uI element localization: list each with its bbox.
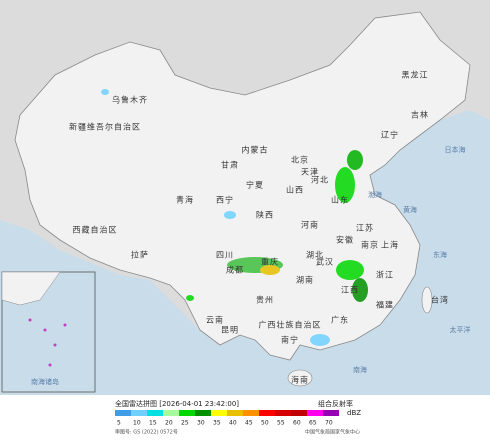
legend-swatch — [131, 410, 147, 416]
sea-label: 太平洋 — [450, 325, 471, 334]
region-label: 河北 — [311, 175, 329, 185]
region-label: 湖北 — [306, 251, 324, 260]
region-label: 新疆维吾尔自治区 — [69, 122, 141, 132]
legend-title: 全国雷达拼图 [2026-04-01 23:42:00] — [115, 399, 239, 408]
region-label: 河南 — [301, 220, 319, 230]
legend-swatch — [275, 410, 291, 416]
region-label: 北京 — [291, 155, 309, 165]
legend-swatch — [163, 410, 179, 416]
region-label: 吉林 — [411, 110, 429, 120]
region-label: 云南 — [206, 315, 224, 325]
legend-value: 40 — [229, 420, 237, 427]
region-label: 青海 — [176, 195, 194, 205]
legend-swatch — [211, 410, 227, 416]
legend-value: 5 — [117, 420, 121, 427]
legend-product: 组合反射率 — [318, 399, 353, 408]
region-label: 内蒙古 — [242, 145, 269, 155]
region-label: 拉萨 — [131, 250, 149, 260]
legend-value: 35 — [213, 420, 221, 427]
legend-swatch — [147, 410, 163, 416]
region-label: 昆明 — [221, 326, 239, 335]
sea-label: 东海 — [433, 250, 447, 259]
legend-swatch — [179, 410, 195, 416]
legend-value: 10 — [133, 420, 141, 427]
approval-number: 审图号: GS (2022) 0572号 — [115, 429, 178, 436]
radar-echoes — [101, 89, 368, 346]
region-label: 南宁 — [281, 335, 299, 345]
legend-value: 25 — [181, 420, 189, 427]
hainan — [287, 369, 313, 387]
region-label: 成都 — [226, 265, 244, 275]
sea-label: 日本海 — [445, 145, 466, 154]
region-label: 广东 — [331, 315, 349, 325]
region-label: 山西 — [286, 185, 304, 195]
sea-label: 黄海 — [403, 205, 417, 214]
source: 中国气象局国家气象中心 — [305, 429, 360, 436]
region-label: 乌鲁木齐 — [112, 95, 148, 105]
legend-swatch — [243, 410, 259, 416]
region-label: 江苏 — [356, 223, 374, 233]
region-label: 西宁 — [216, 195, 234, 205]
region-label: 宁夏 — [246, 180, 264, 190]
region-label: 黑龙江 — [402, 70, 429, 80]
legend-swatch — [259, 410, 275, 416]
sea-label: 南海 — [353, 365, 367, 374]
legend-value: 20 — [165, 420, 173, 427]
region-label: 西藏自治区 — [73, 225, 118, 235]
region-label: 南京 — [361, 240, 379, 250]
region-label: 重庆 — [261, 257, 279, 267]
legend-swatch — [323, 410, 339, 416]
region-label: 浙江 — [376, 270, 394, 280]
legend-swatch — [195, 410, 211, 416]
sea-label: 渤海 — [368, 190, 382, 199]
region-label: 湖南 — [296, 275, 314, 285]
sea-label: 南海诸岛 — [31, 377, 59, 386]
region-label: 贵州 — [256, 295, 274, 305]
legend-value: 55 — [277, 420, 285, 427]
legend-swatch — [291, 410, 307, 416]
legend-value: 65 — [309, 420, 317, 427]
region-label: 上海 — [381, 240, 399, 250]
region-label: 福建 — [376, 300, 394, 310]
region-label: 武汉 — [316, 257, 334, 267]
legend-unit: dBZ — [347, 409, 361, 417]
region-label: 安徽 — [336, 235, 354, 245]
inset — [1, 271, 96, 393]
legend-value: 45 — [245, 420, 253, 427]
legend-value: 70 — [325, 420, 333, 427]
region-label: 山东 — [331, 195, 349, 205]
region-label: 广西壮族自治区 — [259, 320, 322, 330]
region-label: 陕西 — [256, 210, 274, 220]
region-label: 海南 — [291, 375, 309, 385]
legend-swatch — [115, 410, 131, 416]
legend-value: 50 — [261, 420, 269, 427]
legend-background — [0, 395, 490, 439]
region-label: 台湾 — [431, 295, 449, 305]
region-label: 甘肃 — [221, 160, 239, 170]
legend-swatch — [307, 410, 323, 416]
legend-swatch — [227, 410, 243, 416]
taiwan — [421, 286, 433, 314]
legend-value: 60 — [293, 420, 301, 427]
region-label: 天津 — [301, 167, 319, 177]
region-label: 辽宁 — [381, 130, 399, 140]
region-label: 四川 — [216, 251, 234, 260]
region-label: 江西 — [341, 286, 359, 295]
legend-value: 30 — [197, 420, 205, 427]
legend-value: 15 — [149, 420, 157, 427]
